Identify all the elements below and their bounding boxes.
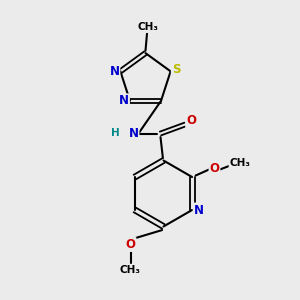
Text: O: O — [209, 161, 220, 175]
Text: N: N — [194, 203, 204, 217]
Text: O: O — [186, 114, 196, 127]
Text: CH₃: CH₃ — [137, 22, 158, 32]
Text: S: S — [172, 63, 180, 76]
Text: N: N — [119, 94, 129, 107]
Text: N: N — [110, 65, 119, 78]
Text: CH₃: CH₃ — [120, 265, 141, 275]
Text: O: O — [125, 238, 136, 251]
Text: N: N — [128, 127, 139, 140]
Text: CH₃: CH₃ — [230, 158, 250, 168]
Text: H: H — [111, 128, 120, 139]
